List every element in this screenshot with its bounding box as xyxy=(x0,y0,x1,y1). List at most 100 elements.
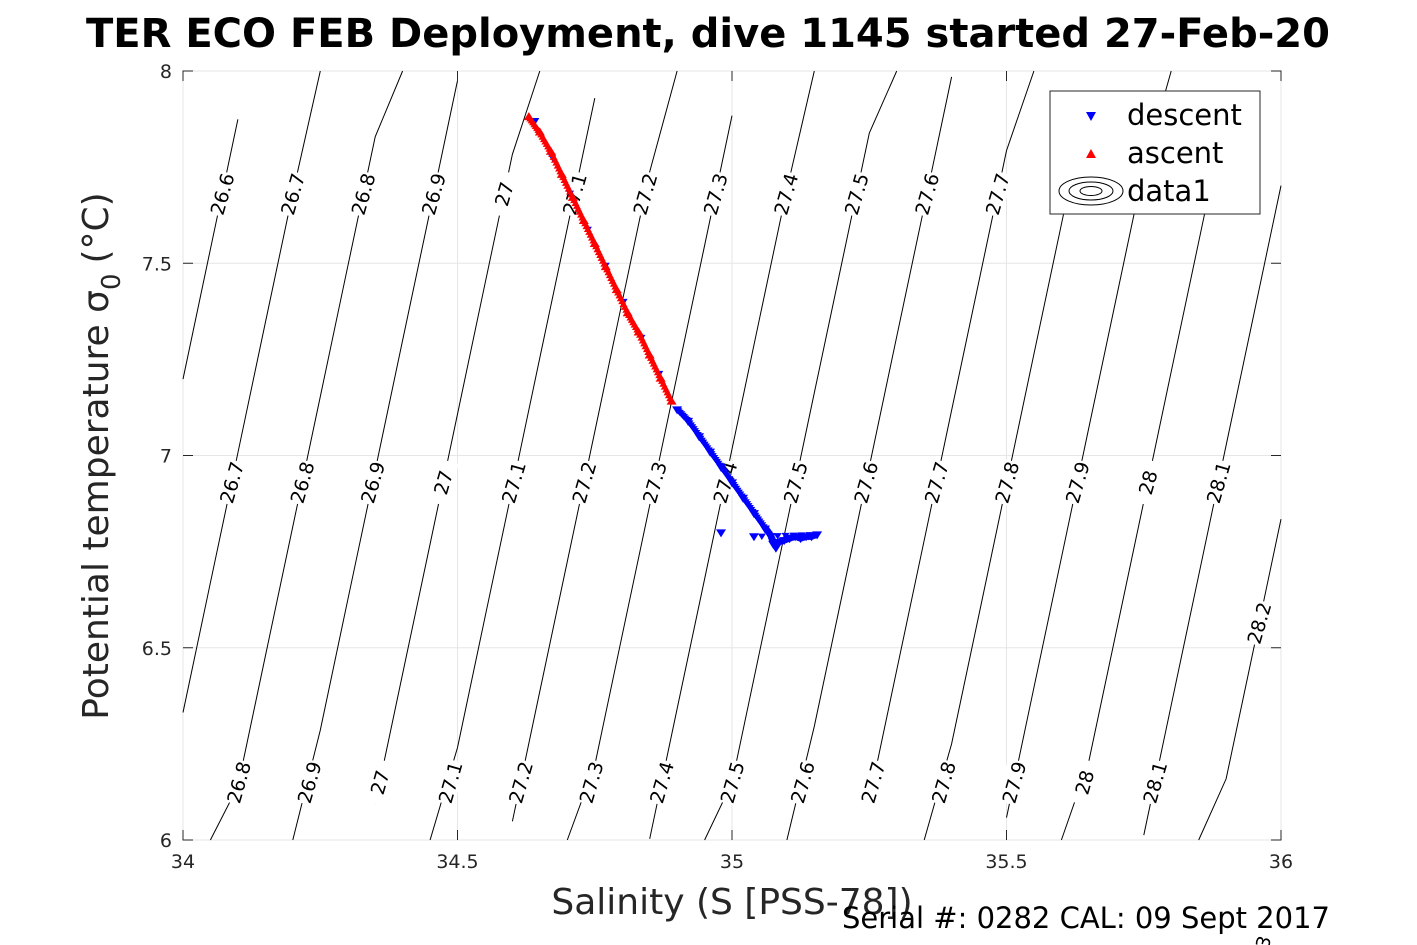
contour-label-bg xyxy=(989,457,1023,507)
contour-label-bg xyxy=(1059,457,1093,507)
contour-28.1 xyxy=(1143,185,1282,836)
contour-27 xyxy=(374,70,541,804)
contour-label-bg xyxy=(1066,757,1101,807)
legend: descent ascent data1 xyxy=(1049,90,1261,215)
descent-trace-point xyxy=(765,533,774,540)
descent-trace-point xyxy=(812,532,821,539)
y-axis-label-main: Potential temperature σ xyxy=(76,290,117,720)
contour-label-bg xyxy=(768,169,802,218)
contour-label-bg xyxy=(415,169,450,218)
contour-label-bg xyxy=(644,757,678,807)
contour-label-bg xyxy=(855,757,889,807)
ascent-trace-point xyxy=(556,167,565,175)
contour-label-bg xyxy=(707,457,741,507)
descent-trace-point xyxy=(693,431,702,439)
x-tick-label: 34 xyxy=(171,851,195,873)
descent-trace-point xyxy=(748,508,757,516)
descent-trace-point xyxy=(789,532,798,540)
legend-contour-icon xyxy=(1058,176,1124,206)
ascent-trace-point xyxy=(578,214,587,221)
descent-trace-point xyxy=(704,447,713,454)
contour-label-bg xyxy=(221,757,255,807)
ascent-trace-point xyxy=(644,348,653,356)
ascent-trace-point xyxy=(633,326,642,333)
contour-label-bg xyxy=(925,757,960,807)
contour-label-bg xyxy=(697,169,732,218)
y-tick-label: 6.5 xyxy=(142,638,172,660)
contour-label: 28.3 xyxy=(1244,933,1277,945)
y-axis-label-unit: (°C) xyxy=(76,192,117,263)
data-points xyxy=(523,112,823,553)
contour-label-bg xyxy=(714,757,748,807)
ascent-trace-point xyxy=(655,371,664,379)
descent-trace-point xyxy=(726,478,735,485)
descent-trace-point xyxy=(715,462,724,470)
ascent-trace-point xyxy=(622,306,631,313)
contour-label-bg xyxy=(1130,457,1164,507)
contour-label-bg xyxy=(345,169,379,218)
contour-label-bg xyxy=(275,169,309,218)
ascent-trace-point xyxy=(611,283,620,290)
contour-label-bg xyxy=(432,757,466,807)
x-tick-label: 35 xyxy=(720,851,744,873)
contour-label-bg xyxy=(848,457,882,507)
contour-label-bg xyxy=(909,169,943,218)
legend-label-ascent: ascent xyxy=(1127,136,1223,170)
contour-label-bg xyxy=(362,757,396,807)
contour-27.7 xyxy=(868,70,1035,801)
ascent-trace-point xyxy=(567,191,576,198)
contour-label-bg xyxy=(214,457,248,507)
y-axis-label-group: Potential temperature σ0 (°C) xyxy=(76,192,127,719)
contour-label-bg xyxy=(355,457,389,507)
contour-label-bg xyxy=(425,457,459,507)
ascent-trace-point xyxy=(666,394,675,402)
descent-trace-point xyxy=(682,417,691,424)
contour-label-bg xyxy=(838,169,873,218)
descent-trace-point xyxy=(805,532,814,539)
x-tick-label: 36 xyxy=(1269,851,1293,873)
contour-label-bg xyxy=(573,757,607,807)
y-tick-label: 7 xyxy=(160,446,172,468)
descent-trace-point xyxy=(773,533,782,540)
chart-title: TER ECO FEB Deployment, dive 1145 starte… xyxy=(86,11,1330,57)
x-axis-label: Salinity (S [PSS-78]) xyxy=(551,882,912,923)
descent-trace-point xyxy=(737,493,746,500)
y-axis-label: Potential temperature σ0 (°C) xyxy=(76,192,127,719)
descent-trace-point xyxy=(781,532,790,540)
x-tick-label: 34.5 xyxy=(436,851,478,873)
legend-label-descent: descent xyxy=(1127,98,1242,132)
descent-point xyxy=(748,533,759,542)
legend-marker-ascent xyxy=(1086,149,1096,158)
legend-marker-descent xyxy=(1086,112,1096,121)
contour-label-bg xyxy=(291,757,325,807)
contour-label-bg xyxy=(918,457,953,507)
contour-label-bg xyxy=(566,457,600,507)
y-axis-label-subscript: 0 xyxy=(97,273,127,290)
contour-label-bg xyxy=(996,757,1030,807)
y-tick-label: 7.5 xyxy=(142,253,172,275)
contour-label-bg xyxy=(1241,598,1275,647)
contour-label-bg xyxy=(1200,457,1234,507)
legend-label-data1: data1 xyxy=(1127,174,1211,208)
contour-label-bg xyxy=(1241,932,1275,945)
contour-28.2 xyxy=(1198,518,1282,841)
ascent-trace-point xyxy=(589,237,598,244)
ascent-trace-point xyxy=(600,260,609,267)
contour-label-bg xyxy=(1137,757,1171,807)
legend-box xyxy=(1049,90,1261,215)
contour-label-bg xyxy=(204,169,238,218)
contour-label-bg xyxy=(979,169,1013,218)
contour-label-bg xyxy=(627,169,661,218)
contour-label-bg xyxy=(777,457,812,507)
x-tick-label: 35.5 xyxy=(985,851,1027,873)
ascent-trace-point xyxy=(534,126,543,133)
contour-label-bg xyxy=(495,457,530,507)
descent-trace-point xyxy=(797,532,806,539)
descent-trace-point xyxy=(757,533,766,541)
contour-label-bg xyxy=(486,169,520,218)
contour-label-bg xyxy=(784,757,819,807)
contour-label-group-2-2: 27 xyxy=(362,757,396,807)
contour-label-bg xyxy=(284,457,318,507)
contour-26.6 xyxy=(182,119,239,380)
